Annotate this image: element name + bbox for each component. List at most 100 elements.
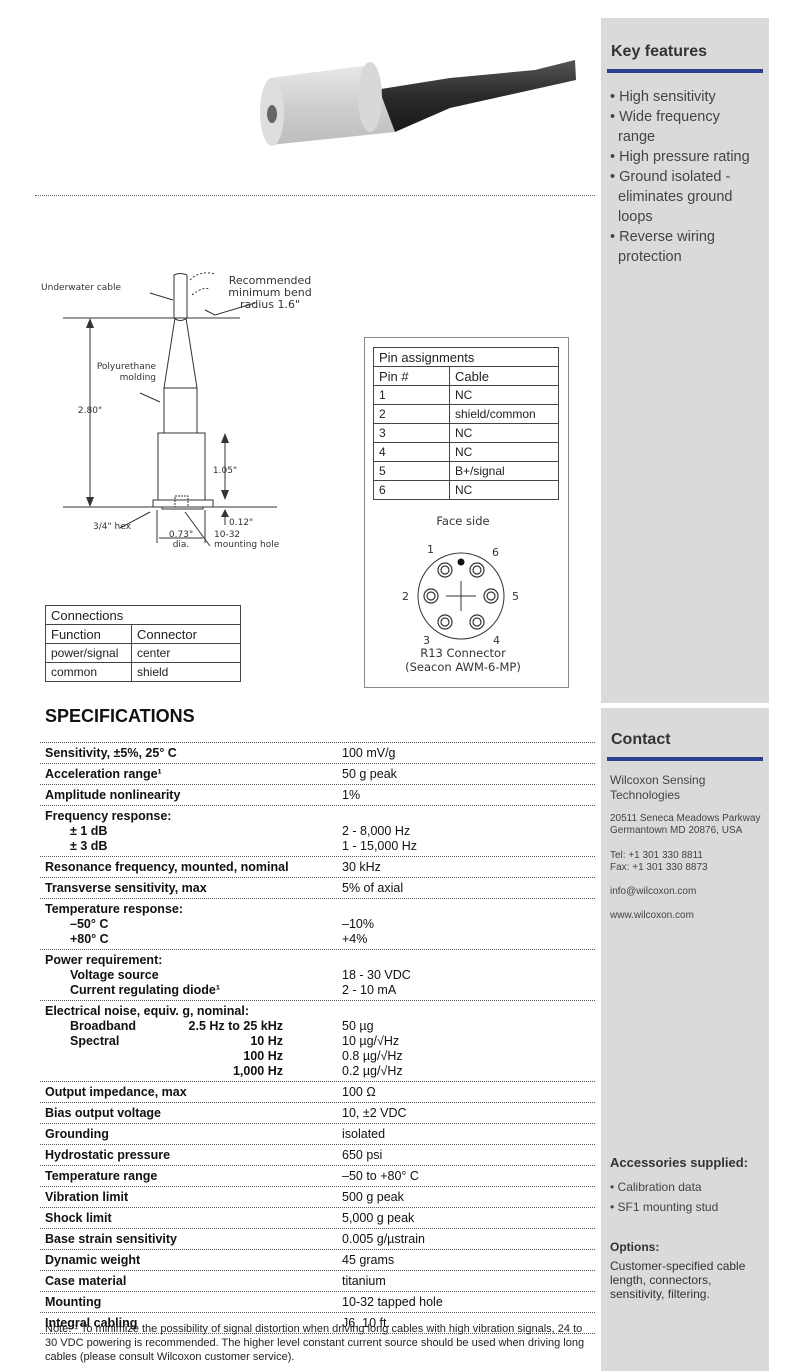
table-row: 6 NC xyxy=(373,480,559,500)
spec-value: 10 µg/√Hz xyxy=(342,1033,400,1048)
spec-label: Broadband xyxy=(70,1018,136,1033)
spec-row: Acceleration range¹ 50 g peak xyxy=(40,764,595,785)
feature-item: • Wide frequency range xyxy=(610,109,720,145)
spec-label: Temperature response: xyxy=(45,901,184,916)
spec-row: Base strain sensitivity 0.005 g/µstrain xyxy=(40,1229,595,1250)
spec-value: 0.8 µg/√Hz xyxy=(342,1048,403,1063)
spec-row: Dynamic weight 45 grams xyxy=(40,1250,595,1271)
sidebar-contact-panel xyxy=(601,708,769,1371)
spec-value: 100 mV/g xyxy=(342,745,396,760)
pin-number: 6 xyxy=(373,480,450,500)
spec-row: Amplitude nonlinearity 1% xyxy=(40,785,595,806)
spec-label: Shock limit xyxy=(45,1210,112,1225)
spec-label: Frequency response: xyxy=(45,808,172,823)
spec-value: 5,000 g peak xyxy=(342,1210,415,1225)
spec-label: Electrical noise, equiv. g, nominal: xyxy=(45,1003,249,1018)
table-row: power/signal center xyxy=(45,643,241,663)
table-row: common shield xyxy=(45,662,241,682)
spec-label: Case material xyxy=(45,1273,127,1288)
table-row: 4 NC xyxy=(373,442,559,462)
spec-row: Temperature response: –50° C –10% +80° C +4% xyxy=(40,899,595,950)
spec-value: J6, 10 ft. xyxy=(342,1315,390,1330)
spec-row: Bias output voltage 10, ±2 VDC xyxy=(40,1103,595,1124)
hole-label: mounting hole xyxy=(214,540,280,550)
pin-assignment-box xyxy=(364,337,569,688)
spec-value: +4% xyxy=(342,931,368,946)
key-features-list: • High sensitivity • Wide frequency rang… xyxy=(610,87,760,267)
specifications-table: Sensitivity, ±5%, 25° C 100 mV/g Accelerat… xyxy=(40,742,595,1334)
spec-label: ± 1 dB xyxy=(70,823,108,838)
contact-title: Contact xyxy=(611,731,671,748)
bend-label: Recommended xyxy=(229,274,312,287)
cable-header: Cable xyxy=(449,366,559,386)
spec-label: Bias output voltage xyxy=(45,1105,161,1120)
cable-label: Underwater cable xyxy=(41,283,121,293)
spec-row: Sensitivity, ±5%, 25° C 100 mV/g xyxy=(40,743,595,764)
pin-label: 6 xyxy=(492,546,499,559)
email-link[interactable]: info@wilcoxon.com xyxy=(610,886,697,897)
spec-value: 10-32 tapped hole xyxy=(342,1294,443,1309)
spec-value: 1% xyxy=(342,787,361,802)
spec-label: Mounting xyxy=(45,1294,102,1309)
spec-label: Transverse sensitivity, max xyxy=(45,880,207,895)
pin-number: 5 xyxy=(373,461,450,481)
connections-table: Connections Function Connector power/sign… xyxy=(45,605,241,682)
website-link[interactable]: www.wilcoxon.com xyxy=(610,910,694,921)
hex-label: 3/4" hex xyxy=(93,522,132,532)
spec-label: Grounding xyxy=(45,1126,109,1141)
feature-item: • Reverse wiring protection xyxy=(610,229,715,265)
options-title: Options: xyxy=(610,1240,660,1254)
spec-value: 500 g peak xyxy=(342,1189,404,1204)
pin-number: 1 xyxy=(373,385,450,405)
spec-label: Sensitivity, ±5%, 25° C xyxy=(45,745,177,760)
function-cell: power/signal xyxy=(45,643,132,663)
table-row: 5 B+/signal xyxy=(373,461,559,481)
spec-value: 30 kHz xyxy=(342,859,381,874)
accessory-item: • SF1 mounting stud xyxy=(610,1200,719,1214)
spec-row: Electrical noise, equiv. g, nominal: Broa… xyxy=(40,1001,595,1082)
company-name: Wilcoxon Sensing Technologies xyxy=(610,773,706,802)
key-features-rule xyxy=(607,69,763,73)
connections-title: Connections xyxy=(45,605,241,625)
molding-label: Polyurethane xyxy=(97,362,157,372)
spec-label: Spectral xyxy=(70,1033,120,1048)
connector-cell: shield xyxy=(131,662,241,682)
spec-row: Output impedance, max 100 Ω xyxy=(40,1082,595,1103)
spec-row: Power requirement: Voltage source 18 - 30 … xyxy=(40,950,595,1001)
pin-table-title: Pin assignments xyxy=(373,347,559,367)
spec-value: 1 - 15,000 Hz xyxy=(342,838,418,853)
key-features-title: Key features xyxy=(611,43,708,60)
length-body-label: 1.05" xyxy=(213,466,237,476)
feature-item: • High sensitivity xyxy=(610,89,716,105)
pin-label: 5 xyxy=(512,590,519,603)
spec-row: Mounting 10-32 tapped hole xyxy=(40,1292,595,1313)
sidebar-key-features-panel xyxy=(601,18,769,703)
spec-condition: 10 Hz xyxy=(250,1033,283,1048)
pin-header: Pin # xyxy=(373,366,450,386)
table-row: 2 shield/common xyxy=(373,404,559,424)
connector-cell: center xyxy=(131,643,241,663)
spec-label: Voltage source xyxy=(70,967,159,982)
feature-item: • Ground isolated - eliminates ground lo… xyxy=(610,169,733,225)
footnote: Note: ¹ To minimize the possibility of s… xyxy=(45,1323,585,1363)
spec-label: +80° C xyxy=(70,931,109,946)
connector-model: (Seacon AWM-6-MP) xyxy=(405,660,521,674)
bend-label: minimum bend xyxy=(228,286,311,299)
spec-row: Hydrostatic pressure 650 psi xyxy=(40,1145,595,1166)
spec-label: Output impedance, max xyxy=(45,1084,187,1099)
pin-assignments-table: Pin assignments Pin # Cable 1 NC 2 shield/c… xyxy=(373,347,559,500)
connector-face-diagram: Face side 1 2 3 4 5 6 R13 Connector (Sea… xyxy=(402,514,521,674)
spec-row: Resonance frequency, mounted, nominal 30 … xyxy=(40,857,595,878)
spec-label: Resonance frequency, mounted, nominal xyxy=(45,859,289,874)
spec-value: isolated xyxy=(342,1126,386,1141)
function-cell: common xyxy=(45,662,132,682)
spec-value: 0.2 µg/√Hz xyxy=(342,1063,403,1078)
pin-number: 4 xyxy=(373,442,450,462)
length-base-label: 0.12" xyxy=(229,518,253,528)
bend-label: radius 1.6" xyxy=(240,298,300,311)
dia-label: dia. xyxy=(173,540,190,550)
pin-cable: NC xyxy=(449,423,559,443)
spec-value: 650 psi xyxy=(342,1147,383,1162)
spec-label: Vibration limit xyxy=(45,1189,129,1204)
spec-value: 50 g peak xyxy=(342,766,397,781)
